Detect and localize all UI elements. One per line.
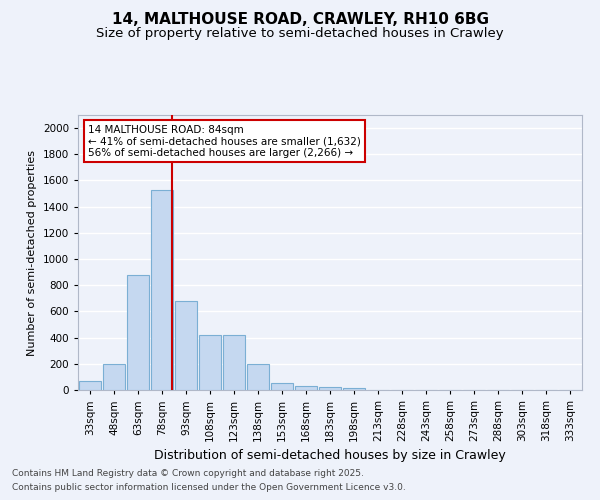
Bar: [247, 364, 269, 390]
Bar: [199, 335, 221, 390]
Text: Contains HM Land Registry data © Crown copyright and database right 2025.: Contains HM Land Registry data © Crown c…: [12, 468, 364, 477]
Bar: [223, 335, 245, 390]
Text: 14, MALTHOUSE ROAD, CRAWLEY, RH10 6BG: 14, MALTHOUSE ROAD, CRAWLEY, RH10 6BG: [112, 12, 488, 28]
Bar: [343, 388, 365, 390]
Y-axis label: Number of semi-detached properties: Number of semi-detached properties: [27, 150, 37, 356]
X-axis label: Distribution of semi-detached houses by size in Crawley: Distribution of semi-detached houses by …: [154, 450, 506, 462]
Text: 14 MALTHOUSE ROAD: 84sqm
← 41% of semi-detached houses are smaller (1,632)
56% o: 14 MALTHOUSE ROAD: 84sqm ← 41% of semi-d…: [88, 124, 361, 158]
Text: Contains public sector information licensed under the Open Government Licence v3: Contains public sector information licen…: [12, 484, 406, 492]
Text: Size of property relative to semi-detached houses in Crawley: Size of property relative to semi-detach…: [96, 28, 504, 40]
Bar: [127, 276, 149, 390]
Bar: [295, 386, 317, 390]
Bar: [79, 382, 101, 390]
Bar: [103, 364, 125, 390]
Bar: [319, 388, 341, 390]
Bar: [271, 383, 293, 390]
Bar: [175, 301, 197, 390]
Bar: [151, 190, 173, 390]
